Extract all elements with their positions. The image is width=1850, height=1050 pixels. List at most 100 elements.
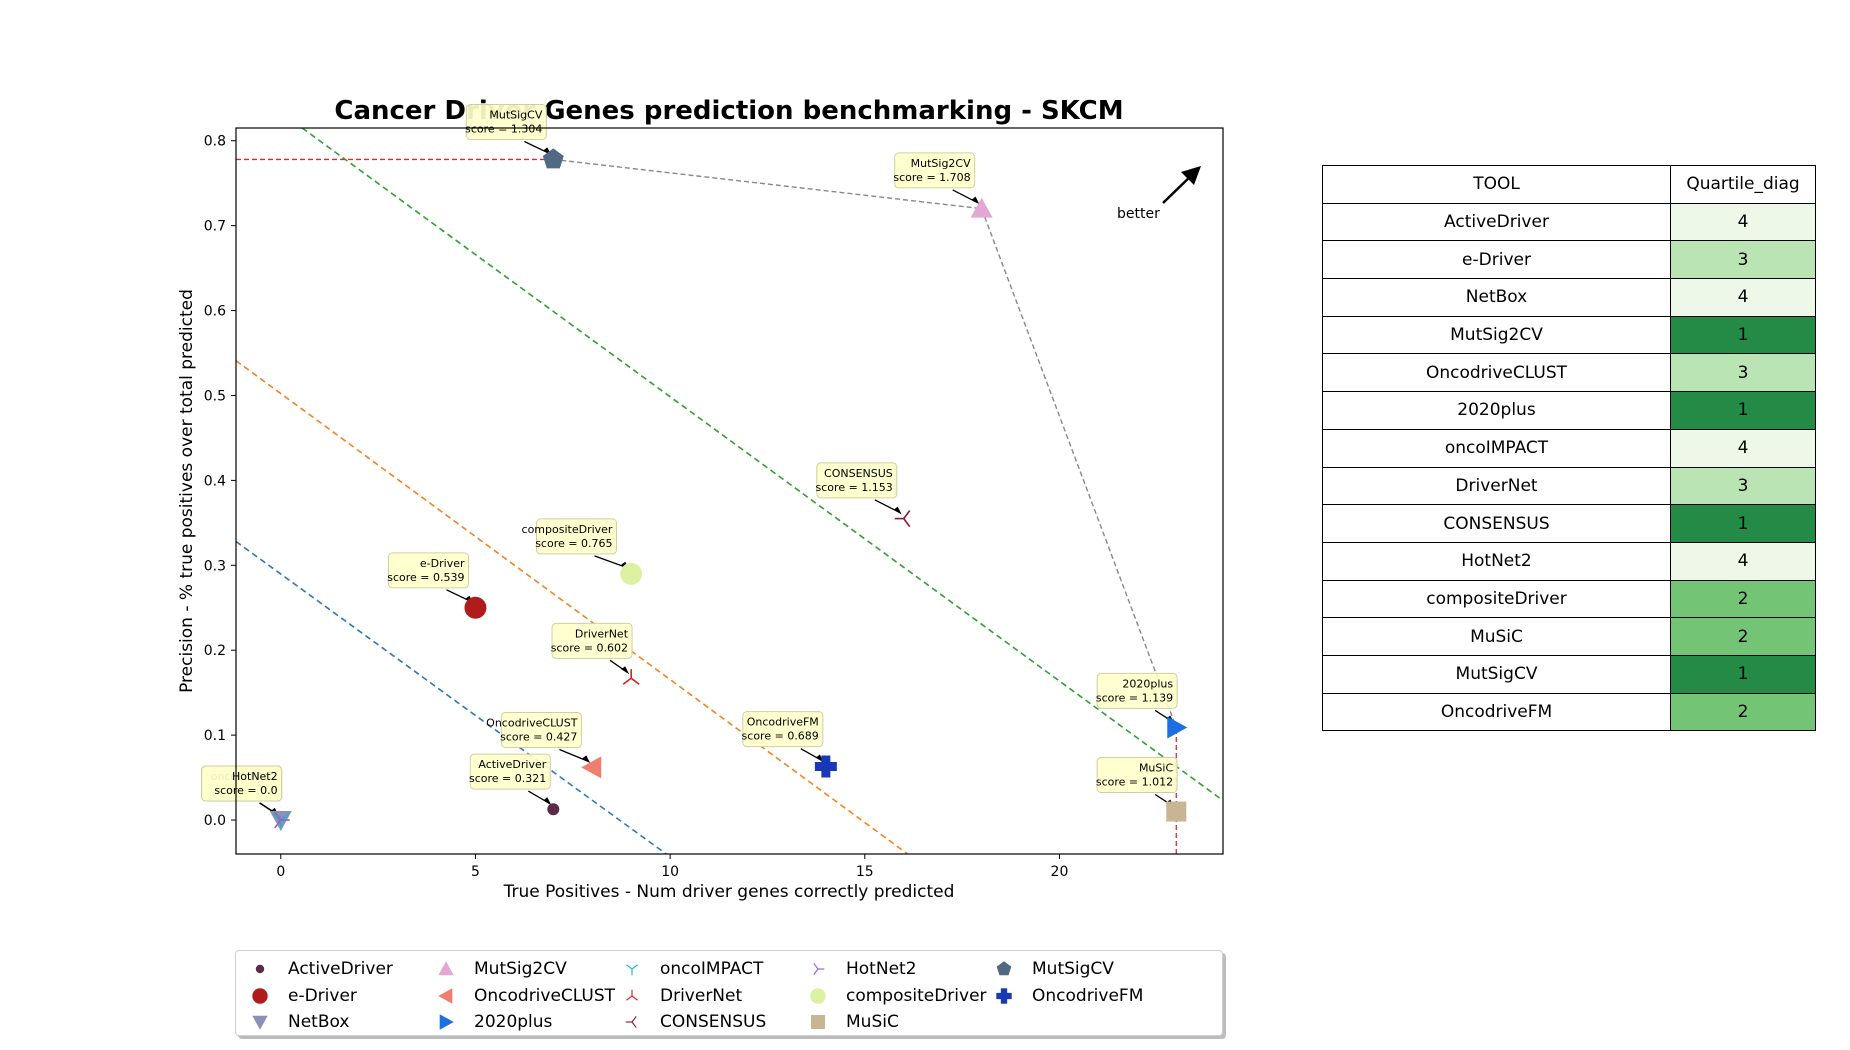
legend-marker-shape: [996, 987, 1012, 1004]
table-cell-tool: OncodriveCLUST: [1322, 353, 1671, 393]
legend-label: 2020plus: [474, 1012, 553, 1032]
better-label: better: [1117, 206, 1160, 222]
legend-marker: [811, 1015, 825, 1029]
legend-item-OncodriveCLUST: OncodriveCLUST: [426, 983, 615, 1009]
table-cell-tool: NetBox: [1322, 278, 1671, 317]
y-tick-label: 0.7: [204, 219, 226, 235]
y-tick-label: 0.4: [204, 473, 226, 489]
x-tick-label: 0: [276, 864, 285, 880]
table-header-tool: TOOL: [1322, 165, 1671, 204]
legend-marker: [813, 963, 825, 975]
annotation-score: score = 0.427: [500, 730, 577, 743]
table-cell-tool: MutSigCV: [1322, 654, 1671, 694]
annotation-box: [1096, 756, 1178, 793]
legend-marker: [996, 961, 1012, 976]
annotation-box: [535, 518, 617, 555]
annotation-tool-name: OncodriveCLUST: [486, 716, 578, 729]
table-cell-tool: DriverNet: [1322, 466, 1671, 506]
table-cell-quartile: 3: [1670, 353, 1816, 393]
table-row: 2020plus 1: [1322, 391, 1816, 430]
table-cell-tool: 2020plus: [1322, 391, 1671, 430]
table-cell-quartile: 3: [1670, 240, 1816, 280]
legend-item-DriverNet: DriverNet: [612, 983, 742, 1009]
x-tick-label: 15: [856, 864, 874, 880]
data-point-MutSig2CV: [970, 197, 993, 218]
legend-marker: [626, 989, 638, 1001]
annotation-score: score = 1.012: [1096, 775, 1173, 788]
annotation-box: [551, 622, 633, 659]
legend-marker-shape: [438, 987, 453, 1004]
data-point-DriverNet: [622, 669, 640, 685]
table-cell-tool: HotNet2: [1322, 541, 1671, 581]
legend-item-OncodriveFM: OncodriveFM: [984, 983, 1143, 1009]
table-row: NetBox 4: [1322, 278, 1816, 317]
annotation-score: score = 0.0: [214, 784, 277, 797]
legend-item-MutSigCV: MutSigCV: [984, 956, 1114, 982]
table-row: HotNet2 4: [1322, 541, 1816, 581]
legend-marker-shape: [811, 1015, 825, 1029]
x-tick-label: 20: [1051, 864, 1069, 880]
y-tick-label: 0.5: [204, 388, 226, 404]
table-row: OncodriveFM 2: [1322, 692, 1816, 732]
legend-marker: [255, 964, 265, 974]
legend-label: compositeDriver: [846, 985, 987, 1006]
table-cell-tool: ActiveDriver: [1322, 202, 1671, 242]
legend-marker-shape: [996, 961, 1012, 976]
annotation-arrow: [559, 748, 589, 762]
annotation-box: [201, 765, 283, 802]
legend-marker-shape: [626, 964, 638, 976]
annotation-arrow-head: [971, 196, 980, 205]
table-row: oncoIMPACT 4: [1322, 428, 1816, 468]
legend-label: MutSig2CV: [474, 959, 567, 979]
legend-marker: [438, 987, 453, 1004]
quartile-line-2: [236, 360, 909, 854]
legend-marker: [439, 1014, 454, 1030]
table-cell-quartile: 2: [1670, 617, 1816, 656]
annotation-score: score = 1.304: [465, 123, 542, 136]
annotation-tool-name: MutSigCV: [489, 109, 542, 122]
legend-label: NetBox: [288, 1012, 350, 1032]
legend-item-NetBox: NetBox: [240, 1009, 349, 1035]
annotation-tool-name: CONSENSUS: [824, 467, 893, 480]
y-tick-label: 0.2: [204, 643, 226, 659]
legend-label: e-Driver: [288, 985, 357, 1006]
data-point-HotNet2: [274, 811, 290, 829]
legend-marker-shape: [810, 987, 826, 1004]
x-axis-label: True Positives - Num driver genes correc…: [503, 882, 955, 902]
annotation-box: [388, 552, 470, 589]
table-cell-quartile: 1: [1670, 654, 1816, 694]
better-arrow-head: [1181, 166, 1201, 185]
quartile-line-3: [301, 128, 1223, 802]
table-row: MutSigCV 1: [1322, 654, 1816, 694]
legend-marker: [810, 987, 826, 1004]
y-tick-label: 0.1: [204, 728, 226, 744]
y-tick-label: 0.6: [204, 304, 226, 320]
data-point-CONSENSUS: [894, 510, 911, 528]
table-row: MuSiC 2: [1322, 617, 1816, 656]
table-cell-tool: oncoIMPACT: [1322, 428, 1671, 468]
annotation-box: [465, 104, 547, 141]
quartile-line-1: [236, 540, 667, 854]
legend-label: MuSiC: [846, 1012, 899, 1032]
annotation-score: score = 0.539: [387, 571, 464, 584]
legend-item-compositeDriver: compositeDriver: [798, 983, 987, 1009]
plot-frame: [235, 127, 1224, 855]
y-axis-label: Precision - % true positives over total …: [177, 289, 197, 693]
x-tick-label: 5: [471, 864, 480, 880]
legend-marker: [626, 964, 638, 976]
legend-label: CONSENSUS: [660, 1012, 767, 1032]
annotation-tool-name: compositeDriver: [522, 523, 613, 536]
legend-marker-shape: [252, 987, 268, 1004]
legend-item-MuSiC: MuSiC: [798, 1009, 899, 1035]
annotation-score: score = 1.139: [1096, 691, 1173, 704]
annotation-tool-name: MutSig2CV: [911, 157, 971, 170]
data-point-e-Driver: [464, 596, 487, 619]
table-cell-quartile: 2: [1670, 692, 1816, 732]
